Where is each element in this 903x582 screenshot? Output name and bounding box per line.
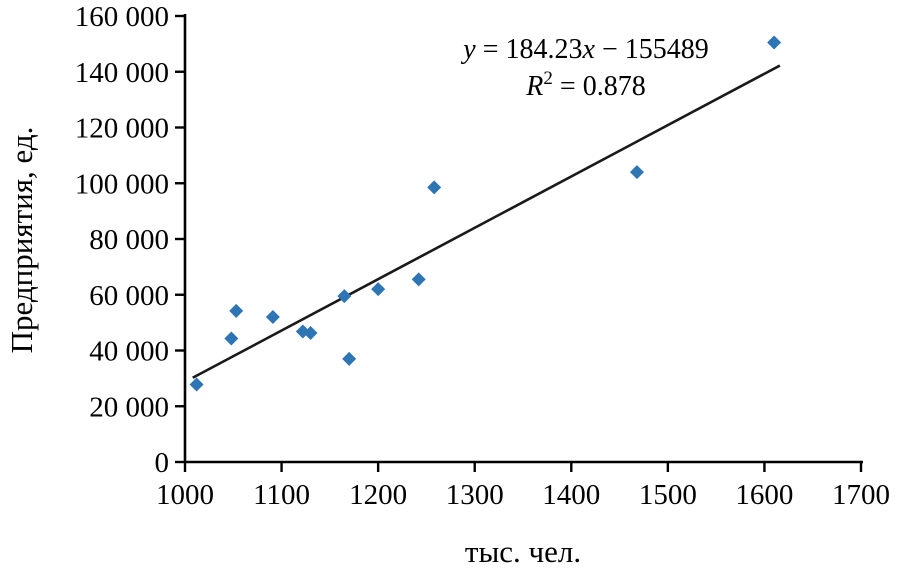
- y-tick-label: 80 000: [89, 224, 169, 256]
- data-point: [224, 331, 239, 346]
- y-tick-label: 0: [155, 447, 170, 479]
- data-point: [229, 303, 244, 318]
- x-tick-label: 1000: [156, 479, 214, 511]
- trendline-equation: y = 184.23x − 155489: [460, 34, 708, 65]
- y-axis-title: Предприятия, ед.: [4, 127, 39, 354]
- y-tick-label: 20 000: [89, 391, 169, 423]
- data-point: [342, 351, 357, 366]
- x-axis-title: тыс. чел.: [465, 534, 581, 569]
- y-tick-label: 160 000: [75, 1, 169, 33]
- data-point: [371, 282, 386, 297]
- data-point: [767, 35, 782, 50]
- x-tick-label: 1200: [349, 479, 407, 511]
- y-tick-label: 140 000: [75, 57, 169, 89]
- x-tick-label: 1400: [542, 479, 600, 511]
- data-point: [303, 325, 318, 340]
- data-point: [629, 165, 644, 180]
- x-tick-label: 1700: [832, 479, 890, 511]
- data-point: [337, 289, 352, 304]
- x-tick-label: 1500: [639, 479, 697, 511]
- y-tick-label: 40 000: [89, 336, 169, 368]
- x-tick-label: 1300: [446, 479, 504, 511]
- y-tick-label: 60 000: [89, 280, 169, 312]
- data-point: [189, 377, 204, 392]
- x-tick-label: 1100: [253, 479, 310, 511]
- data-point: [411, 272, 426, 287]
- data-point: [265, 310, 280, 325]
- x-tick-label: 1600: [735, 479, 793, 511]
- y-tick-label: 100 000: [75, 168, 169, 200]
- data-point: [427, 180, 442, 195]
- trendline: [192, 64, 781, 379]
- y-tick-label: 120 000: [75, 113, 169, 145]
- r-squared-value: R2 = 0.878: [525, 68, 645, 102]
